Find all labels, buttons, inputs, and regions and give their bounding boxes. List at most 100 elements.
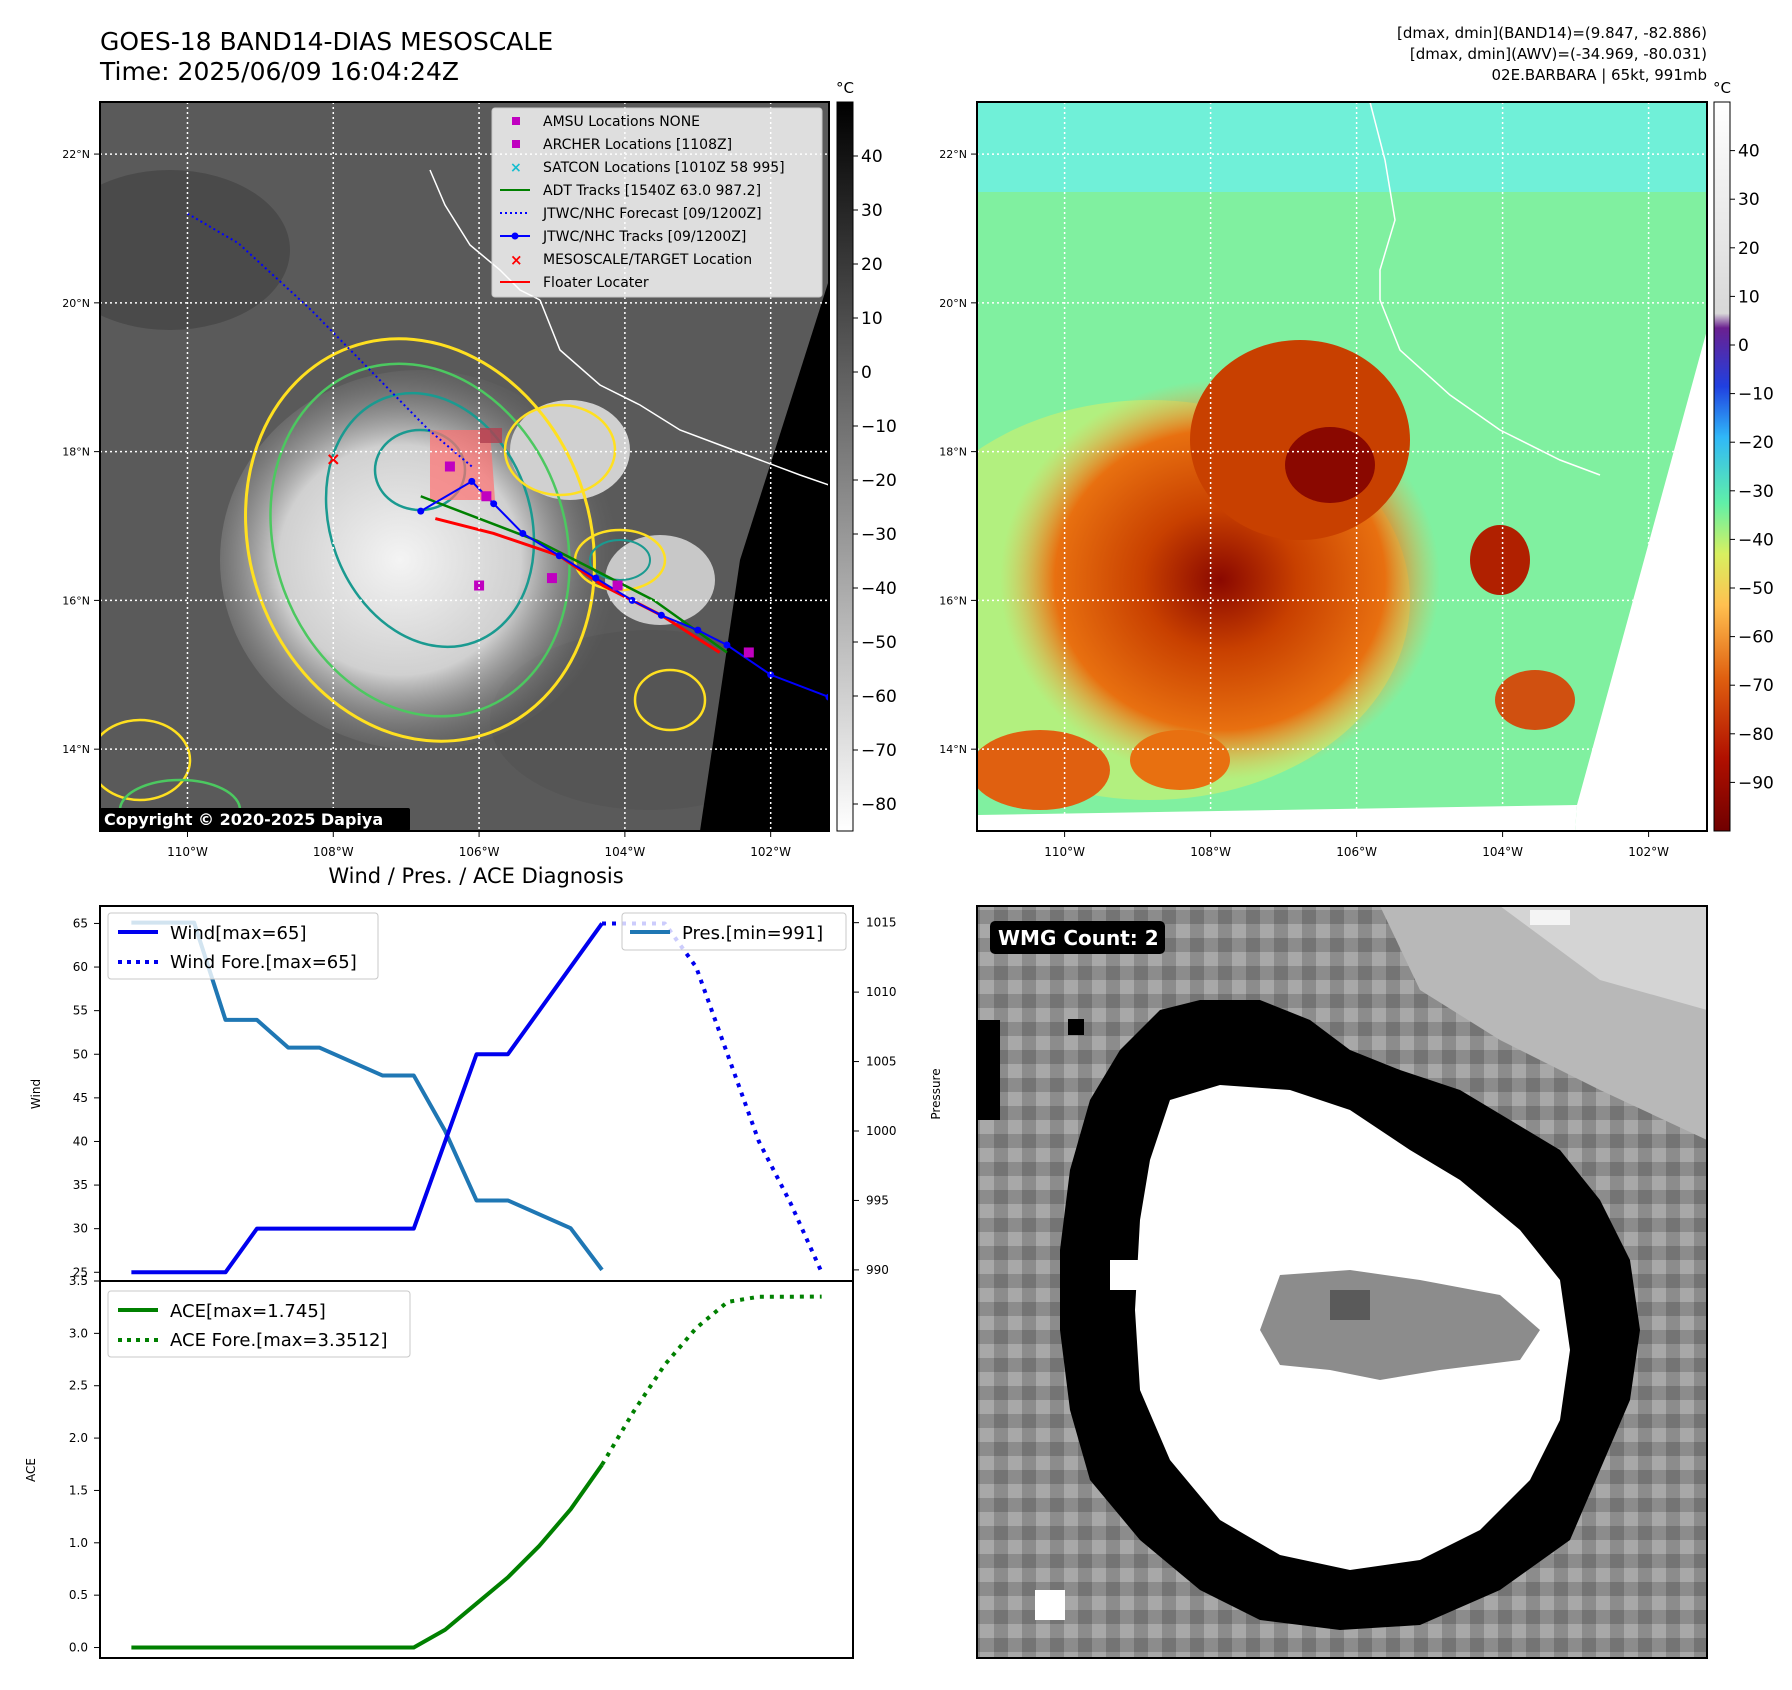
ace-legend: ACE[max=1.745] ACE Fore.[max=3.3512]: [107, 1290, 411, 1358]
legend-satcon-label: SATCON Locations [1010Z 58 995]: [543, 160, 785, 176]
awv-cb-tick-label: 0: [1738, 336, 1749, 356]
ir-tracks: ×: [186, 212, 829, 701]
ir-cb-tick-label: 30: [861, 201, 883, 221]
wind-y-tick-label: 50: [73, 1047, 88, 1061]
info-band14-range: [dmax, dmin](BAND14)=(9.847, -82.886): [1397, 24, 1707, 42]
wind-y-ticks: 65 60 55 50 45 40 35 30 25: [73, 916, 100, 1279]
pressure-y-tick-label: 995: [866, 1193, 889, 1207]
awv-x-tick-label: 104°W: [1482, 845, 1523, 859]
wind-line: [131, 922, 604, 1275]
wind-y-tick-label: 25: [73, 1265, 88, 1279]
awv-y-tick-label: 14°N: [939, 743, 967, 756]
legend-satcon-marker: ×: [510, 160, 522, 176]
pressure-y-tick-label: 1010: [866, 985, 897, 999]
awv-colorbar-ticks: 40 30 20 10 0 −10 −20 −30 −40 −50 −60 −70 −80 −90: [1730, 142, 1774, 793]
jtwc-track-point: [657, 611, 665, 619]
legend-target-label: MESOSCALE/TARGET Location: [543, 252, 752, 268]
legend-pres-label: Pres.[min=991]: [682, 923, 823, 944]
ace-y-tick-label: 2.0: [69, 1431, 88, 1445]
awv-cb-tick-label: 20: [1738, 239, 1760, 259]
pressure-y-tick-label: 1005: [866, 1055, 897, 1069]
ir-x-tick-label: 110°W: [167, 845, 208, 859]
jtwc-track-point: [628, 596, 636, 604]
ir-cb-tick-label: −20: [861, 471, 897, 491]
ir-cb-tick-label: −40: [861, 579, 897, 599]
ir-x-tick-label: 104°W: [604, 845, 645, 859]
figure-time: Time: 2025/06/09 16:04:24Z: [99, 57, 459, 86]
pressure-y-tick-label: 1000: [866, 1124, 897, 1138]
awv-y-tick-label: 16°N: [939, 594, 967, 607]
archer-point: [612, 580, 623, 591]
pressure-y-tick-label: 990: [866, 1263, 889, 1277]
ir-cb-tick-label: 10: [861, 309, 883, 329]
ir-x-tick-label: 106°W: [459, 845, 500, 859]
info-storm: 02E.BARBARA | 65kt, 991mb: [1492, 66, 1707, 84]
jtwc-track-point: [519, 529, 527, 537]
floater-line: [434, 517, 721, 654]
ace-y-tick-label: 3.0: [69, 1326, 88, 1340]
wind-pressure-panel: Wind / Pres. / ACE Diagnosis 65 60 55 50 45 4…: [29, 864, 943, 1282]
legend-jtwc-marker: [511, 232, 519, 240]
diagnosis-title: Wind / Pres. / ACE Diagnosis: [328, 864, 623, 888]
ir-cb-tick-label: −10: [861, 417, 897, 437]
wind-ylabel: Wind: [29, 1079, 43, 1109]
legend-amsu-label: AMSU Locations NONE: [543, 114, 700, 130]
ace-panel: 3.5 3.0 2.5 2.0 1.5 1.0 0.5 0.0 ACE ACE[max=1.7…: [24, 1274, 854, 1659]
wind-legend: Wind[max=65] Wind Fore.[max=65]: [107, 912, 379, 980]
ir-x-ticks: 110°W 108°W 106°W 104°W 102°W: [167, 831, 791, 859]
awv-map-panel: 110°W 108°W 106°W 104°W 102°W 14°N 16°N 18°N 20…: [939, 79, 1774, 859]
ir-cb-tick-label: −70: [861, 741, 897, 761]
legend-archer-marker: [512, 140, 520, 148]
ir-legend: AMSU Locations NONE ARCHER Locations [11…: [491, 107, 823, 298]
legend-windfore-label: Wind Fore.[max=65]: [170, 952, 357, 973]
wmg-panel: WMG Count: 2: [976, 905, 1708, 1659]
legend-target-marker: ×: [510, 251, 523, 269]
ir-y-tick-label: 20°N: [62, 297, 90, 310]
archer-point: [743, 647, 754, 658]
wind-y-tick-label: 65: [73, 916, 88, 930]
legend-jtwc-label: JTWC/NHC Tracks [09/1200Z]: [542, 229, 746, 245]
jtwc-track-point: [723, 641, 731, 649]
awv-colorbar-unit: °C: [1713, 79, 1731, 97]
legend-ace-label: ACE[max=1.745]: [170, 1301, 326, 1322]
pressure-legend: Pres.[min=991]: [621, 912, 847, 951]
archer-point: [546, 573, 557, 584]
wind-y-tick-label: 60: [73, 960, 88, 974]
awv-cb-tick-label: −60: [1738, 628, 1774, 648]
awv-y-tick-label: 20°N: [939, 297, 967, 310]
ir-cb-tick-label: −80: [861, 795, 897, 815]
archer-point: [444, 461, 455, 472]
awv-x-tick-label: 108°W: [1190, 845, 1231, 859]
ir-map-panel: × 110°W 108°W 106°W 104°W 102°W 14°N 16°N 18°N…: [62, 79, 897, 859]
awv-y-tick-label: 18°N: [939, 446, 967, 459]
pressure-ylabel: Pressure: [929, 1068, 943, 1119]
awv-cb-tick-label: 40: [1738, 142, 1760, 162]
jtwc-track-point: [490, 500, 498, 508]
wind-y-tick-label: 45: [73, 1091, 88, 1105]
ir-y-tick-label: 14°N: [62, 743, 90, 756]
awv-cb-tick-label: 30: [1738, 190, 1760, 210]
legend-floater-label: Floater Locater: [543, 275, 649, 291]
legend-wind-label: Wind[max=65]: [170, 923, 307, 944]
ir-y-tick-label: 18°N: [62, 446, 90, 459]
ir-cb-tick-label: −60: [861, 687, 897, 707]
legend-acefore-label: ACE Fore.[max=3.3512]: [170, 1330, 388, 1351]
ir-x-tick-label: 102°W: [750, 845, 791, 859]
wmg-count-label: WMG Count: 2: [998, 926, 1159, 950]
ace-forecast-line: [600, 1294, 822, 1466]
archer-point: [474, 580, 485, 591]
jtwc-track-point: [468, 477, 476, 485]
legend-archer-label: ARCHER Locations [1108Z]: [543, 137, 732, 153]
wind-y-tick-label: 30: [73, 1222, 88, 1236]
awv-x-tick-label: 110°W: [1044, 845, 1085, 859]
ir-colorbar-unit: °C: [836, 79, 854, 97]
archer-point: [481, 491, 492, 502]
wind-y-tick-label: 55: [73, 1004, 88, 1018]
ir-x-tick-label: 108°W: [313, 845, 354, 859]
ir-y-tick-label: 16°N: [62, 594, 90, 607]
awv-gridlines: [977, 102, 1707, 831]
awv-cb-tick-label: −40: [1738, 530, 1774, 550]
pressure-line: [131, 920, 604, 1272]
awv-colorbar: [1713, 101, 1731, 832]
awv-cb-tick-label: −10: [1738, 385, 1774, 405]
